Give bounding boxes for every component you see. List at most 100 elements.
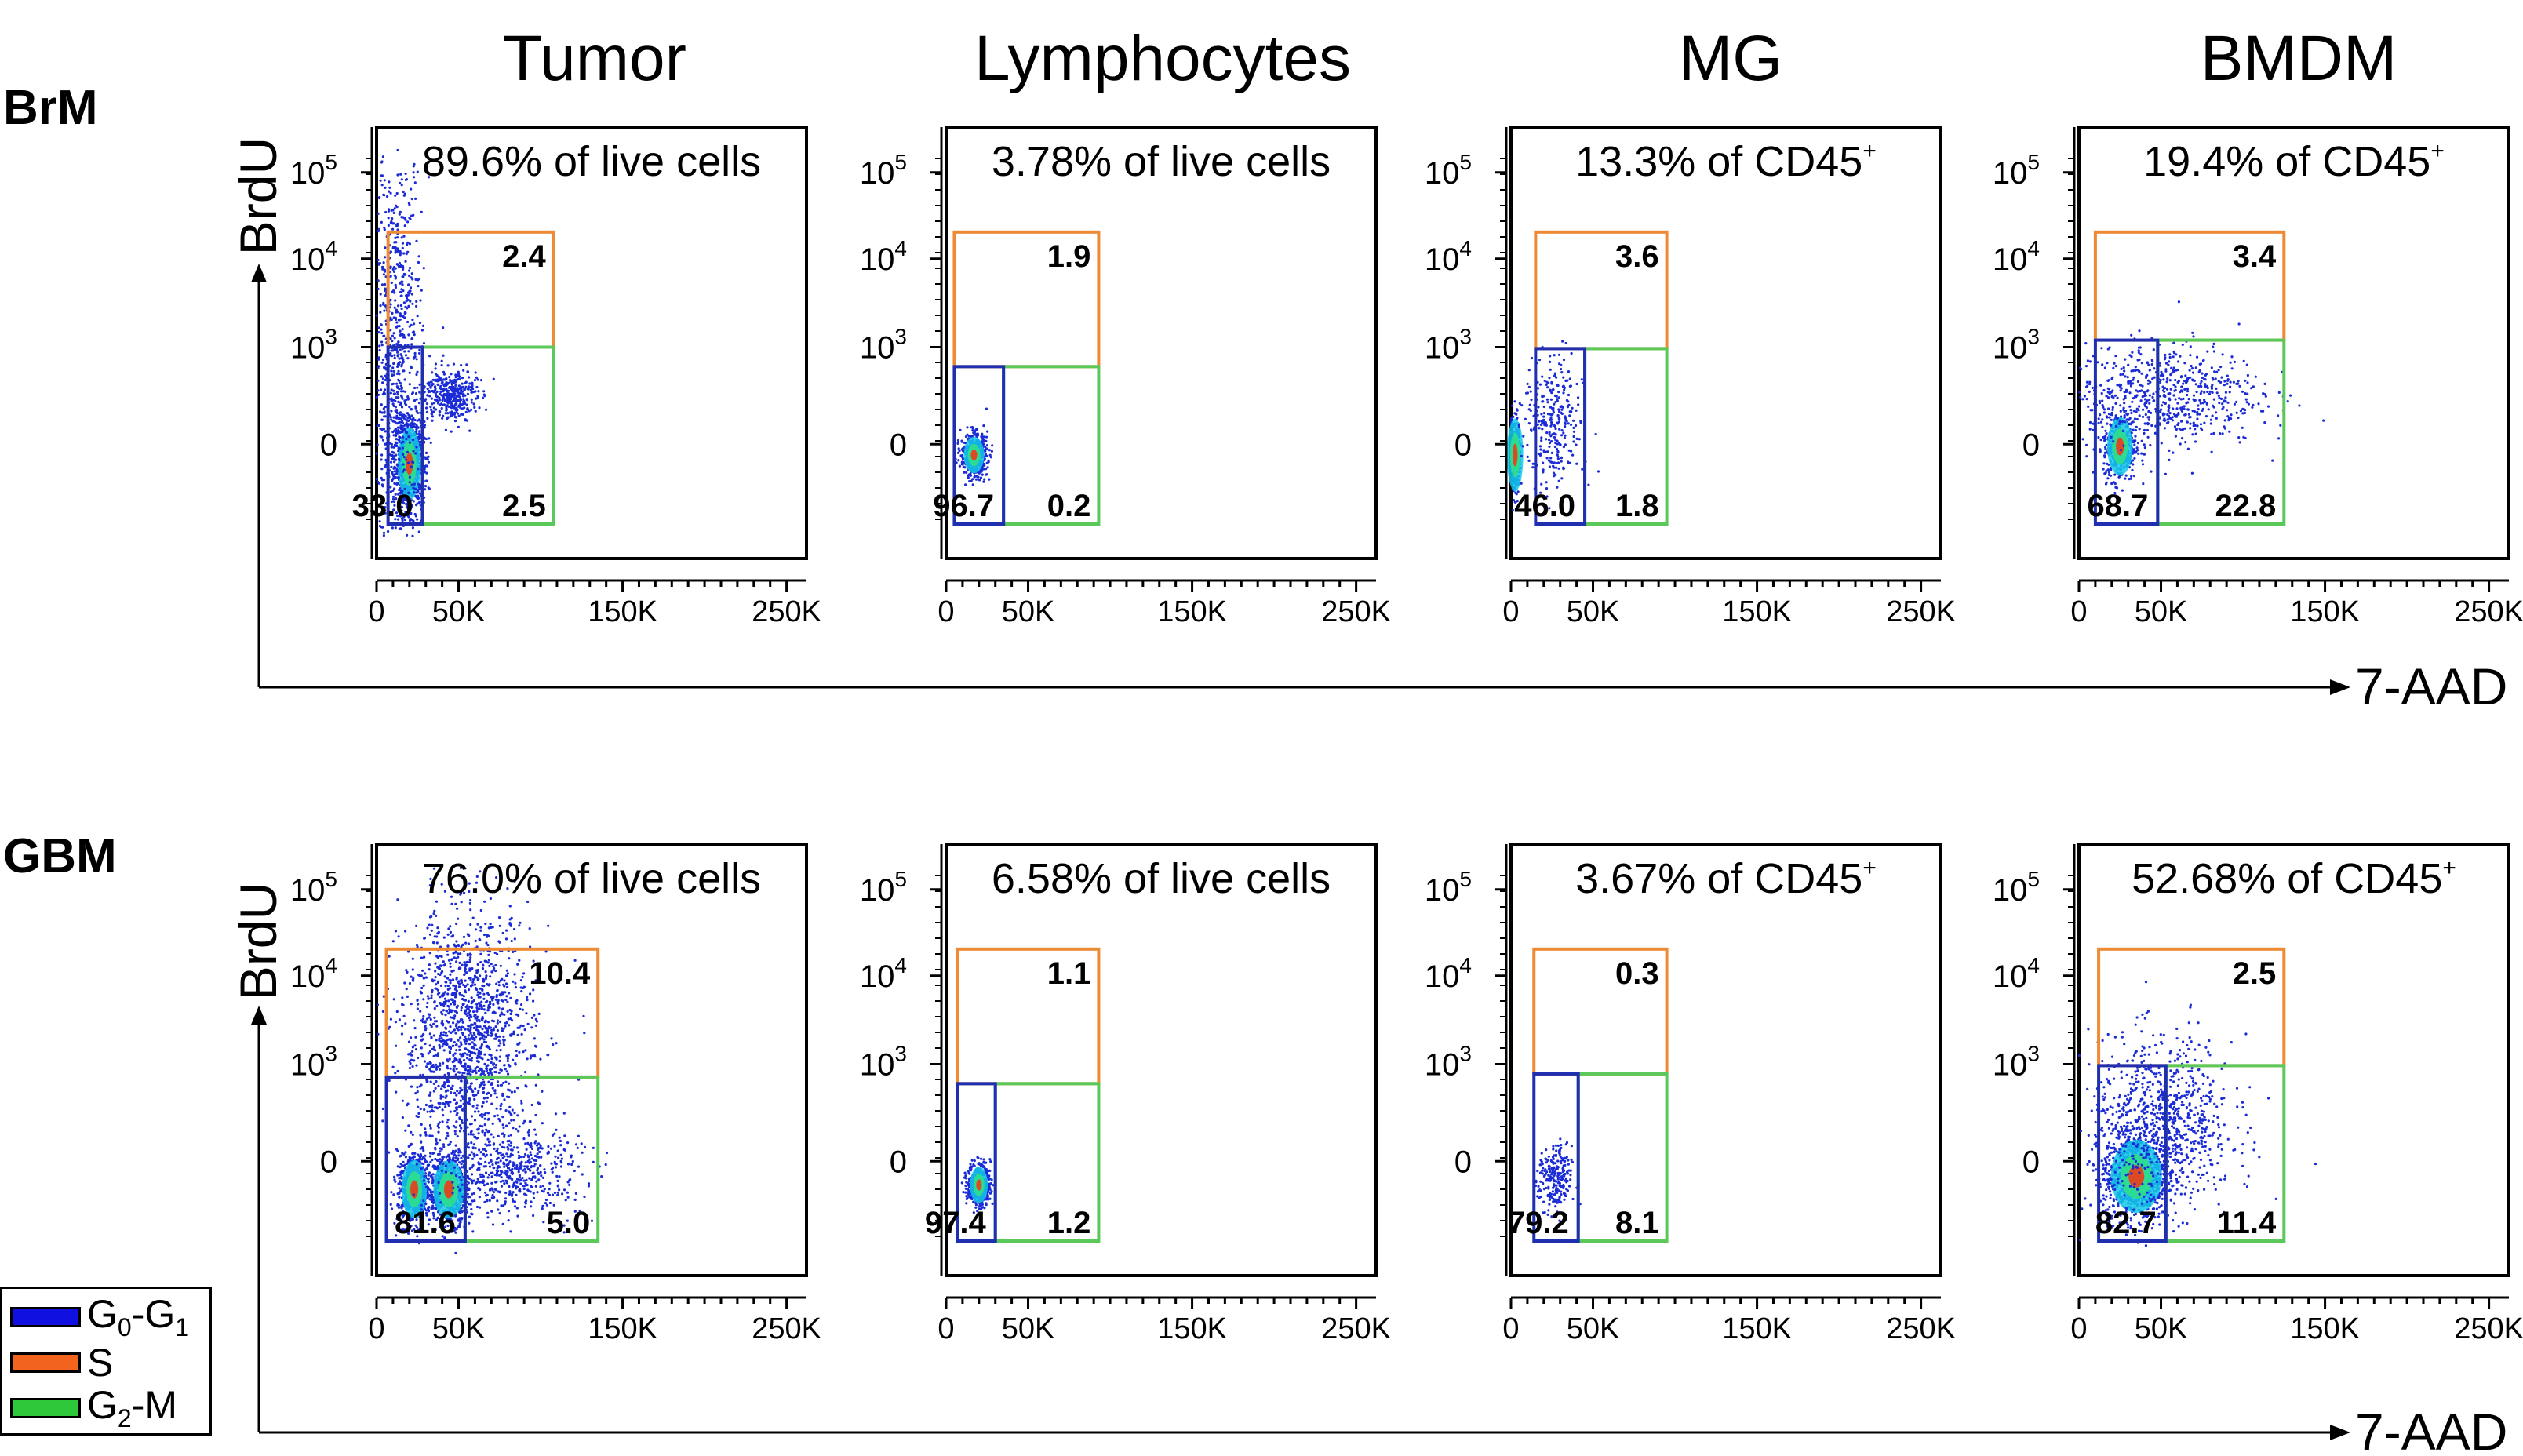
event-dot xyxy=(2143,428,2146,432)
event-dot xyxy=(462,398,465,401)
event-dot xyxy=(410,337,413,340)
event-dot xyxy=(2190,471,2194,475)
event-dot xyxy=(2084,342,2088,345)
event-dot xyxy=(424,1154,427,1157)
event-dot xyxy=(2124,395,2127,398)
event-dot xyxy=(394,251,397,254)
event-dot xyxy=(2241,390,2244,393)
event-dot xyxy=(2130,431,2133,435)
event-dot xyxy=(1568,414,1571,417)
event-dot xyxy=(398,413,402,417)
event-dot xyxy=(2124,375,2127,378)
event-dot xyxy=(410,323,413,326)
event-dot xyxy=(407,350,410,353)
event-dot xyxy=(2163,390,2166,393)
event-dot xyxy=(1549,457,1553,460)
event-dot xyxy=(399,420,402,424)
event-dot xyxy=(2264,395,2267,398)
event-dot xyxy=(1542,405,1545,409)
event-dot xyxy=(2105,432,2108,435)
x-tick-label: 0 xyxy=(368,595,384,628)
event-dot xyxy=(2182,397,2185,400)
event-dot xyxy=(2118,383,2121,386)
event-dot xyxy=(2123,416,2126,419)
y-tick-label: 103 xyxy=(860,325,907,366)
event-dot xyxy=(2262,410,2265,413)
event-dot xyxy=(1566,405,1570,408)
event-dot xyxy=(382,273,385,276)
event-dot xyxy=(439,392,442,395)
event-dot xyxy=(411,278,414,281)
event-dot xyxy=(2186,408,2190,411)
event-dot xyxy=(1549,417,1553,420)
event-dot xyxy=(383,270,386,273)
event-dot xyxy=(1546,386,1549,389)
event-dot xyxy=(1575,443,1578,446)
event-dot xyxy=(410,343,413,346)
event-dot xyxy=(410,408,413,411)
event-dot xyxy=(412,213,415,217)
event-dot xyxy=(464,410,468,413)
event-dot xyxy=(1553,402,1556,406)
event-dot xyxy=(2135,407,2139,410)
event-dot xyxy=(402,435,405,439)
event-dot xyxy=(2277,437,2281,440)
event-dot xyxy=(2210,450,2213,453)
event-dot xyxy=(394,526,397,530)
event-dot xyxy=(389,275,392,278)
event-dot xyxy=(1530,398,1533,402)
event-dot xyxy=(379,179,382,182)
event-dot xyxy=(466,392,470,395)
event-dot xyxy=(390,1207,394,1210)
event-dot xyxy=(2168,353,2172,356)
event-dot xyxy=(2176,402,2179,405)
event-dot xyxy=(1542,471,1545,474)
event-dot xyxy=(395,241,398,244)
event-dot xyxy=(381,381,384,384)
event-dot xyxy=(1516,408,1519,411)
y-tick-label: 105 xyxy=(1425,150,1472,191)
event-dot xyxy=(1565,399,1569,402)
x-tick-label: 250K xyxy=(752,595,821,628)
event-dot xyxy=(418,501,421,504)
event-dot xyxy=(419,433,422,436)
event-dot xyxy=(2132,378,2135,381)
event-dot xyxy=(377,365,380,368)
event-dot xyxy=(1529,409,1532,413)
event-dot xyxy=(2136,449,2139,452)
event-dot xyxy=(417,1153,420,1156)
event-dot xyxy=(2237,416,2240,420)
event-dot xyxy=(2242,435,2245,439)
event-dot xyxy=(1587,483,1590,486)
column-title-lymphocytes: Lymphocytes xyxy=(974,23,1351,94)
event-dot xyxy=(2187,413,2190,416)
event-dot xyxy=(2131,468,2134,471)
event-dot xyxy=(2097,417,2100,420)
event-dot xyxy=(401,415,404,418)
event-dot xyxy=(380,331,384,335)
event-dot xyxy=(1557,417,1560,420)
event-dot xyxy=(424,456,427,459)
event-dot xyxy=(442,395,446,399)
event-dot xyxy=(383,509,386,512)
event-dot xyxy=(377,389,380,392)
event-dot xyxy=(399,210,402,213)
event-dot xyxy=(2244,379,2247,382)
event-dot xyxy=(384,415,387,418)
event-dot xyxy=(2131,351,2134,354)
event-dot xyxy=(2164,353,2167,357)
event-dot xyxy=(404,390,407,393)
event-dot xyxy=(1530,356,1534,360)
event-dot xyxy=(2267,405,2270,408)
y-tick-exponent: 3 xyxy=(1459,325,1472,349)
event-dot xyxy=(395,191,399,195)
event-dot xyxy=(2123,369,2126,373)
event-dot xyxy=(377,263,380,266)
y-tick-label: 104 xyxy=(1993,236,2040,277)
event-dot xyxy=(2182,428,2185,431)
event-dot xyxy=(2168,449,2171,453)
event-dot xyxy=(2102,468,2105,471)
event-dot xyxy=(377,258,380,262)
row-label-brm: BrM xyxy=(3,81,98,135)
